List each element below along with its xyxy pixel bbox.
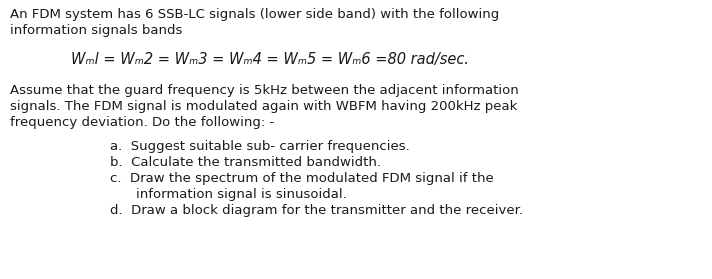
Text: An FDM system has 6 SSB-LC signals (lower side band) with the following: An FDM system has 6 SSB-LC signals (lowe… bbox=[10, 8, 499, 21]
Text: information signal is sinusoidal.: information signal is sinusoidal. bbox=[136, 188, 347, 201]
Text: Wₘl = Wₘ2 = Wₘ3 = Wₘ4 = Wₘ5 = Wₘ6 =80 rad/sec.: Wₘl = Wₘ2 = Wₘ3 = Wₘ4 = Wₘ5 = Wₘ6 =80 ra… bbox=[71, 52, 469, 67]
Text: c.  Draw the spectrum of the modulated FDM signal if the: c. Draw the spectrum of the modulated FD… bbox=[110, 172, 493, 185]
Text: a.  Suggest suitable sub- carrier frequencies.: a. Suggest suitable sub- carrier frequen… bbox=[110, 140, 409, 153]
Text: frequency deviation. Do the following: -: frequency deviation. Do the following: - bbox=[10, 116, 274, 129]
Text: b.  Calculate the transmitted bandwidth.: b. Calculate the transmitted bandwidth. bbox=[110, 156, 381, 169]
Text: d.  Draw a block diagram for the transmitter and the receiver.: d. Draw a block diagram for the transmit… bbox=[110, 204, 523, 217]
Text: signals. The FDM signal is modulated again with WBFM having 200kHz peak: signals. The FDM signal is modulated aga… bbox=[10, 100, 518, 113]
Text: Assume that the guard frequency is 5kHz between the adjacent information: Assume that the guard frequency is 5kHz … bbox=[10, 84, 519, 97]
Text: information signals bands: information signals bands bbox=[10, 24, 182, 37]
